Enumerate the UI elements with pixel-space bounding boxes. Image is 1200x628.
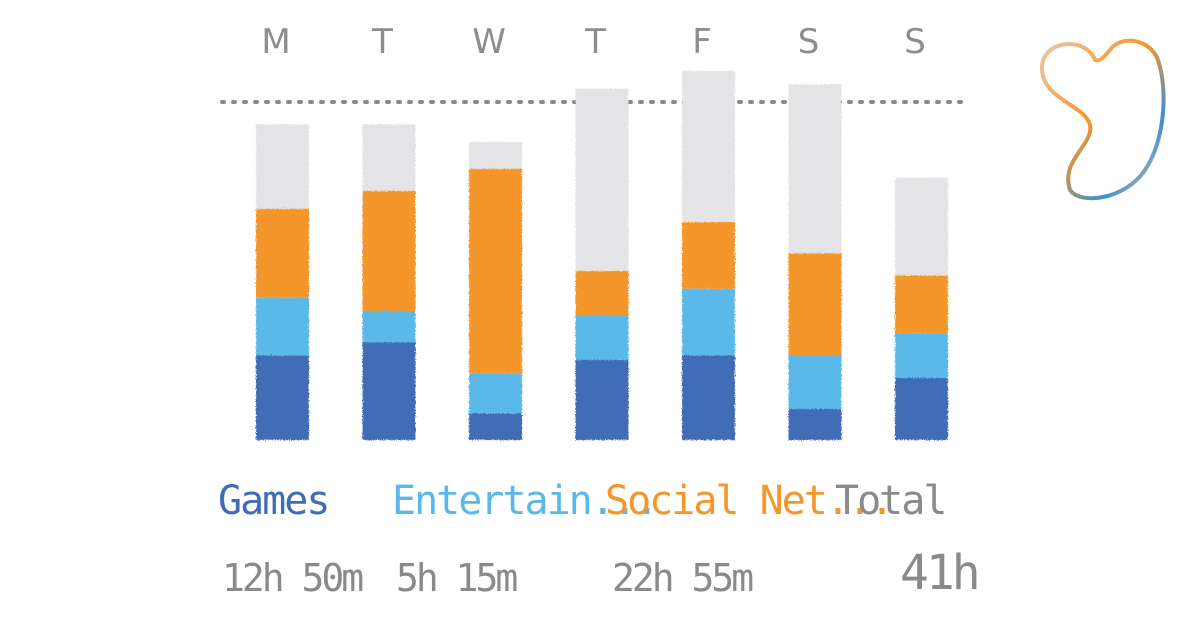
bar-games-segment bbox=[895, 377, 948, 440]
social-time-value: 22h 55m bbox=[612, 556, 754, 600]
bar-games-segment bbox=[362, 342, 416, 440]
bar-entertainment-segment bbox=[575, 315, 629, 360]
legend-social-label: Social Net... bbox=[605, 478, 894, 524]
bar-other-segment bbox=[362, 124, 416, 191]
games-time-value: 12h 50m bbox=[222, 556, 364, 600]
bar-other-segment bbox=[469, 142, 522, 169]
bar-games-segment bbox=[575, 359, 629, 440]
bar-entertainment-segment bbox=[469, 373, 522, 414]
heart-logo-icon bbox=[1039, 38, 1166, 201]
bar-games-segment bbox=[469, 413, 522, 440]
day-tick-label: T bbox=[585, 22, 607, 62]
bar-games-segment bbox=[788, 408, 842, 440]
legend-total-label: Total bbox=[835, 478, 947, 524]
bar-entertainment-segment bbox=[362, 311, 416, 343]
bar-social-segment bbox=[788, 253, 842, 356]
day-tick-label: M bbox=[261, 22, 292, 62]
bar-entertainment-segment bbox=[682, 288, 735, 356]
day-tick-label: S bbox=[904, 22, 927, 62]
bar-games-segment bbox=[682, 355, 735, 440]
legend-entertainment-label: Entertain... bbox=[392, 478, 659, 524]
day-tick-label: S bbox=[797, 22, 821, 62]
bar-social-segment bbox=[362, 190, 416, 312]
bar-social-segment bbox=[469, 168, 522, 374]
total-time-value: 41h bbox=[900, 545, 981, 601]
bar-social-segment bbox=[682, 222, 735, 289]
bar-other-segment bbox=[788, 84, 842, 254]
entertainment-time-value: 5h 15m bbox=[396, 556, 518, 600]
bar-entertainment-segment bbox=[895, 333, 948, 378]
bar-social-segment bbox=[575, 271, 629, 316]
bar-games-segment bbox=[256, 355, 309, 440]
bar-other-segment bbox=[895, 177, 948, 276]
bar-entertainment-segment bbox=[256, 297, 309, 356]
bar-other-segment bbox=[682, 70, 735, 223]
day-tick-label: W bbox=[472, 22, 507, 62]
bar-social-segment bbox=[895, 275, 948, 334]
bar-other-segment bbox=[575, 88, 629, 272]
legend-games-label: Games bbox=[218, 478, 330, 524]
day-tick-label: T bbox=[372, 22, 394, 62]
day-tick-label: F bbox=[692, 22, 713, 62]
bar-entertainment-segment bbox=[788, 355, 842, 409]
bar-other-segment bbox=[256, 124, 309, 209]
bar-social-segment bbox=[256, 208, 309, 298]
